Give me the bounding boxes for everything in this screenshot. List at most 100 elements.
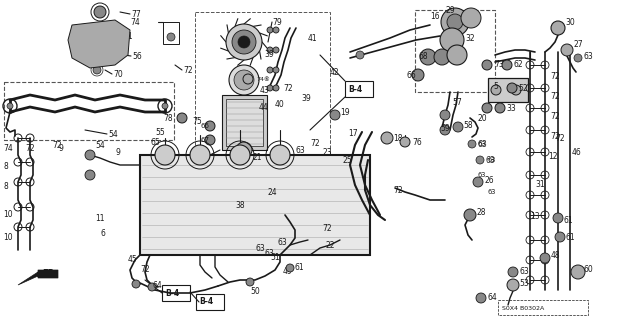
Text: 74: 74 xyxy=(131,18,140,27)
Circle shape xyxy=(286,264,294,272)
Text: 72: 72 xyxy=(140,265,150,274)
Text: B-4: B-4 xyxy=(199,298,213,307)
Text: 75: 75 xyxy=(192,116,202,125)
Bar xyxy=(488,78,528,102)
Circle shape xyxy=(511,85,521,95)
Text: 74⑥: 74⑥ xyxy=(256,76,269,82)
Circle shape xyxy=(273,67,279,73)
Text: 55: 55 xyxy=(155,127,164,137)
Bar xyxy=(162,285,190,301)
Circle shape xyxy=(234,70,254,90)
Circle shape xyxy=(447,45,467,65)
Text: 24: 24 xyxy=(267,188,276,196)
Text: 40: 40 xyxy=(275,100,285,108)
Circle shape xyxy=(230,145,250,165)
Circle shape xyxy=(440,110,450,120)
Bar xyxy=(4,82,174,140)
Circle shape xyxy=(7,103,13,109)
Circle shape xyxy=(412,69,424,81)
Circle shape xyxy=(155,145,175,165)
Circle shape xyxy=(267,47,273,53)
Text: 72: 72 xyxy=(322,223,332,233)
Text: 74: 74 xyxy=(3,143,13,153)
Text: 39: 39 xyxy=(301,93,311,102)
Text: 63: 63 xyxy=(477,172,485,178)
Circle shape xyxy=(473,177,483,187)
Text: 72: 72 xyxy=(25,143,35,153)
Text: 63: 63 xyxy=(264,249,274,258)
Text: 48: 48 xyxy=(551,252,561,260)
Circle shape xyxy=(553,213,563,223)
Circle shape xyxy=(273,47,279,53)
Text: 44: 44 xyxy=(259,102,269,111)
Text: 25: 25 xyxy=(342,156,351,164)
Bar xyxy=(226,99,263,146)
Text: 63: 63 xyxy=(485,156,495,164)
Text: 63: 63 xyxy=(477,141,485,147)
Text: 72: 72 xyxy=(550,71,559,81)
Polygon shape xyxy=(68,20,130,68)
Text: S0X4 B0302A: S0X4 B0302A xyxy=(502,306,544,310)
Text: 17: 17 xyxy=(348,129,358,138)
Text: 23: 23 xyxy=(322,148,332,156)
Circle shape xyxy=(461,8,481,28)
Circle shape xyxy=(441,8,469,36)
Circle shape xyxy=(381,132,393,144)
Text: 30: 30 xyxy=(565,18,575,27)
Text: 56: 56 xyxy=(132,52,141,60)
Circle shape xyxy=(229,65,259,95)
Bar xyxy=(195,12,330,160)
Text: 72: 72 xyxy=(183,66,193,75)
Bar xyxy=(163,22,179,44)
Text: 26: 26 xyxy=(484,175,493,185)
Circle shape xyxy=(571,265,585,279)
Text: 43: 43 xyxy=(260,85,269,94)
Text: 66: 66 xyxy=(200,123,209,129)
Text: 58: 58 xyxy=(463,121,472,130)
Text: 39: 39 xyxy=(264,50,274,59)
Text: 72: 72 xyxy=(550,92,559,100)
Circle shape xyxy=(267,85,273,91)
Circle shape xyxy=(476,293,486,303)
Circle shape xyxy=(190,145,210,165)
Text: 64: 64 xyxy=(487,293,497,302)
Circle shape xyxy=(177,113,187,123)
Circle shape xyxy=(270,145,290,165)
Text: 63: 63 xyxy=(487,189,495,195)
Circle shape xyxy=(400,137,410,147)
Bar xyxy=(222,95,267,150)
Circle shape xyxy=(273,27,279,33)
Text: 72: 72 xyxy=(283,84,292,92)
Text: 18: 18 xyxy=(393,133,403,142)
Bar xyxy=(345,81,373,97)
Circle shape xyxy=(551,21,565,35)
Circle shape xyxy=(267,27,273,33)
Text: 31: 31 xyxy=(535,180,545,188)
Text: 38: 38 xyxy=(235,201,244,210)
Circle shape xyxy=(420,49,436,65)
Text: 72: 72 xyxy=(393,186,403,195)
Text: 49: 49 xyxy=(283,268,292,276)
Circle shape xyxy=(574,54,582,62)
Text: 63: 63 xyxy=(295,146,305,155)
Bar xyxy=(196,294,224,310)
Circle shape xyxy=(236,142,252,158)
Text: 79: 79 xyxy=(272,18,282,27)
Circle shape xyxy=(162,103,168,109)
Circle shape xyxy=(482,103,492,113)
Bar xyxy=(498,300,588,315)
Text: 76: 76 xyxy=(412,138,422,147)
Circle shape xyxy=(555,232,565,242)
Polygon shape xyxy=(18,270,58,285)
Circle shape xyxy=(495,103,505,113)
Circle shape xyxy=(507,83,517,93)
Text: 11: 11 xyxy=(95,213,104,222)
Circle shape xyxy=(468,140,476,148)
Text: B-4: B-4 xyxy=(348,84,362,93)
Text: 73: 73 xyxy=(494,103,504,113)
Text: 63: 63 xyxy=(255,244,265,252)
Text: 29: 29 xyxy=(445,5,454,14)
Circle shape xyxy=(491,85,501,95)
Circle shape xyxy=(112,52,118,58)
Text: 72: 72 xyxy=(550,111,559,121)
